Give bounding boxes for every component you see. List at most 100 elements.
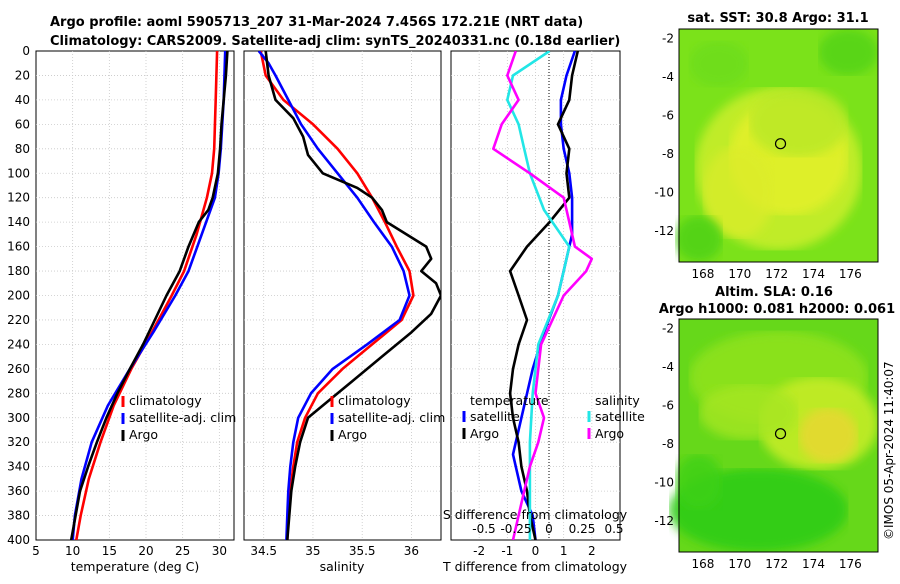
map-field-patch (818, 29, 879, 76)
depth-tick-label: 320 (7, 435, 30, 449)
temperature-grid (36, 51, 234, 540)
depth-tick-label: 380 (7, 509, 30, 523)
sst-map-title: sat. SST: 30.8 Argo: 31.1 (687, 11, 868, 26)
map-lat-tick: -12 (654, 224, 674, 238)
depth-tick-label: 180 (7, 264, 30, 278)
map-field-patch (675, 454, 723, 511)
map-lat-tick: -4 (662, 360, 674, 374)
temperature-lines (69, 51, 229, 540)
difference-lines (491, 51, 594, 540)
legend-salinity-heading: salinity (595, 393, 640, 408)
depth-tick-label: 280 (7, 386, 30, 400)
x-tick-label: 5 (32, 544, 40, 558)
header-line-1: Argo profile: aoml 5905713_207 31-Mar-20… (50, 15, 583, 30)
map-lon-tick: 168 (692, 557, 715, 571)
x-tick-label: 36 (404, 544, 419, 558)
map-field-patch (702, 145, 775, 239)
series-line-satellite-adj-clim (257, 51, 411, 540)
x-tick-label: 2 (588, 544, 596, 558)
x-tick-label: 0 (532, 544, 540, 558)
depth-tick-label: 0 (22, 44, 30, 58)
s-tick: -0.25 (500, 522, 531, 536)
legend-label: climatology (338, 393, 411, 408)
legend-temperature-heading: temperature (470, 393, 549, 408)
s-tick: 0.5 (604, 522, 623, 536)
map-lat-tick: -6 (662, 109, 674, 123)
temperature-legend: climatology satellite-adj. clim Argo (121, 393, 236, 442)
difference-ticks: -2 -1 0 1 2 (473, 544, 595, 558)
depth-tick-label: 400 (7, 533, 30, 547)
map-lon-tick: 172 (765, 267, 788, 281)
map-lat-tick: -8 (662, 437, 674, 451)
series-line-argo (69, 51, 229, 540)
x-tick-label: 35 (305, 544, 320, 558)
legend-label: satellite (595, 409, 645, 424)
sla-map-field (669, 330, 878, 552)
imos-timestamp: ©IMOS 05-Apr-2024 11:40:07 (882, 361, 896, 540)
sla-map (669, 318, 879, 553)
map-field-patch (688, 40, 749, 88)
depth-tick-label: 220 (7, 313, 30, 327)
legend-label: Argo (338, 427, 367, 442)
depth-tick-label: 260 (7, 362, 30, 376)
legend-label: Argo (129, 427, 158, 442)
depth-tick-label: 100 (7, 166, 30, 180)
depth-tick-label: 120 (7, 191, 30, 205)
temperature-xlabel: temperature (deg C) (71, 559, 200, 574)
series-line-s-satellite (505, 51, 571, 540)
depth-tick-label: 20 (15, 68, 30, 82)
depth-tick-label: 340 (7, 460, 30, 474)
argo-position-marker (774, 428, 787, 440)
salinity-grid (244, 51, 441, 540)
salinity-axes (243, 50, 442, 541)
depth-tick-label: 140 (7, 215, 30, 229)
series-line-climatology (75, 51, 219, 540)
sla-map-subtitle: Argo h1000: 0.081 h2000: 0.061 (659, 302, 895, 317)
map-lon-tick: 174 (802, 557, 825, 571)
depth-ticks: 0 20 40 60 80 100 120 140 160 180 200 220 240 260 280 3… (7, 44, 30, 547)
x-tick-label: 30 (212, 544, 227, 558)
map-field-patch (748, 87, 849, 158)
sst-map-ticks: 168 170 172 174 176 -2 -4 -6 -8 -10 -12 (654, 32, 861, 281)
sst-map-field (675, 29, 879, 262)
legend-label: Argo (595, 426, 624, 441)
salinity-legend: climatology satellite-adj. clim Argo (330, 393, 445, 442)
difference-x2label: S difference from climatology (443, 507, 628, 522)
x-tick-label: -1 (501, 544, 513, 558)
argo-position-marker (774, 138, 787, 150)
s-tick: 0.25 (569, 522, 596, 536)
salinity-xlabel: salinity (320, 559, 365, 574)
difference-xlabel: T difference from climatology (442, 559, 628, 574)
map-lat-tick: -10 (654, 476, 674, 490)
map-lon-tick: 170 (728, 267, 751, 281)
map-lon-tick: 176 (839, 557, 862, 571)
legend-label: Argo (470, 426, 499, 441)
map-lat-tick: -10 (654, 186, 674, 200)
series-line-argo (264, 51, 441, 540)
depth-tick-label: 240 (7, 337, 30, 351)
depth-tick-label: 80 (15, 142, 30, 156)
sla-map-frame (678, 318, 879, 553)
map-lon-tick: 170 (728, 557, 751, 571)
map-lat-tick: -6 (662, 399, 674, 413)
x-tick-label: 34.5 (250, 544, 277, 558)
map-lat-tick: -8 (662, 147, 674, 161)
x-tick-label: 15 (102, 544, 117, 558)
depth-tick-label: 300 (7, 411, 30, 425)
x-tick-label: 25 (175, 544, 190, 558)
depth-tick-label: 200 (7, 289, 30, 303)
map-field-patch (798, 407, 859, 464)
map-lat-tick: -4 (662, 70, 674, 84)
series-line-climatology (259, 51, 415, 540)
map-lon-tick: 174 (802, 267, 825, 281)
map-lat-tick: -12 (654, 514, 674, 528)
map-lat-tick: -2 (662, 322, 674, 336)
salinity-lines (257, 51, 441, 540)
legend-label: satellite-adj. clim (129, 410, 236, 425)
legend-label: climatology (129, 393, 202, 408)
legend-label: satellite (470, 409, 520, 424)
x-tick-label: 20 (138, 544, 153, 558)
x-tick-label: 35.5 (349, 544, 376, 558)
salinity-ticks: 34.5 35 35.5 36 (250, 544, 419, 558)
map-lat-tick: -2 (662, 32, 674, 46)
